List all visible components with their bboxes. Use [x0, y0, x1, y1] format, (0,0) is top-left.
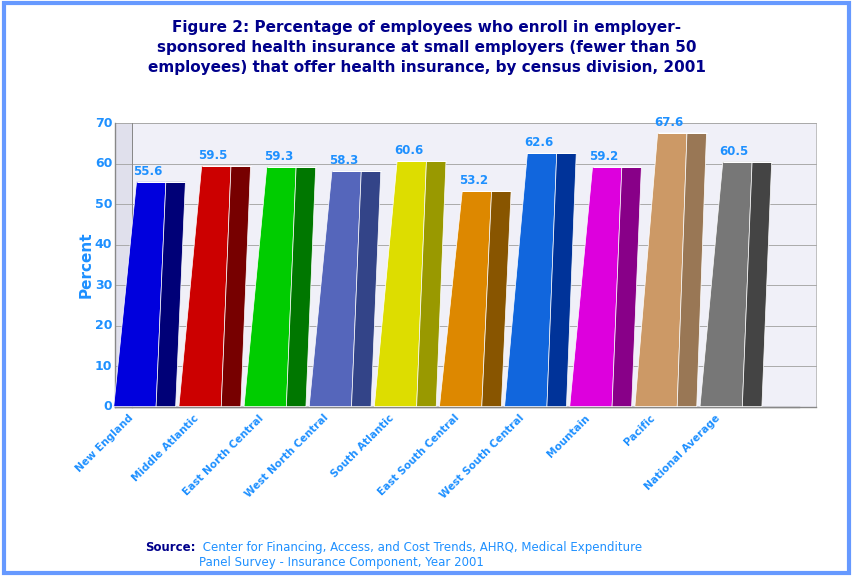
Polygon shape — [286, 166, 315, 407]
Text: West North Central: West North Central — [244, 412, 331, 500]
Polygon shape — [351, 170, 380, 407]
Text: Middle Atlantic: Middle Atlantic — [130, 412, 200, 483]
Text: 67.6: 67.6 — [653, 116, 682, 129]
Text: 55.6: 55.6 — [133, 165, 163, 177]
Text: 0: 0 — [103, 400, 112, 413]
Polygon shape — [504, 153, 556, 407]
Polygon shape — [221, 166, 250, 407]
Text: 60.6: 60.6 — [394, 145, 423, 157]
Polygon shape — [481, 191, 510, 407]
Text: 59.3: 59.3 — [263, 150, 292, 162]
Polygon shape — [374, 161, 426, 407]
Text: 53.2: 53.2 — [458, 175, 487, 187]
Text: 59.2: 59.2 — [589, 150, 618, 163]
Text: Mountain: Mountain — [544, 412, 590, 459]
Text: Center for Financing, Access, and Cost Trends, AHRQ, Medical Expenditure
Panel S: Center for Financing, Access, and Cost T… — [199, 541, 641, 570]
Polygon shape — [416, 161, 446, 407]
Text: 62.6: 62.6 — [523, 136, 553, 149]
Polygon shape — [308, 170, 361, 407]
Text: Figure 2: Percentage of employees who enroll in employer-
sponsored health insur: Figure 2: Percentage of employees who en… — [147, 20, 705, 75]
Polygon shape — [634, 133, 686, 407]
Polygon shape — [741, 162, 771, 407]
Text: 59.5: 59.5 — [199, 149, 227, 162]
Text: 30: 30 — [95, 279, 112, 291]
Text: 70: 70 — [95, 117, 112, 130]
Polygon shape — [569, 167, 621, 407]
Polygon shape — [113, 181, 165, 407]
Polygon shape — [179, 166, 231, 407]
Polygon shape — [244, 166, 296, 407]
Text: 40: 40 — [95, 238, 112, 251]
Polygon shape — [676, 133, 705, 407]
Text: East South Central: East South Central — [376, 412, 461, 498]
Text: 60: 60 — [95, 157, 112, 170]
Text: Source:: Source: — [145, 541, 195, 555]
Polygon shape — [699, 162, 751, 407]
Text: 20: 20 — [95, 319, 112, 332]
Polygon shape — [439, 191, 491, 407]
Text: National Average: National Average — [642, 412, 721, 492]
Polygon shape — [131, 123, 815, 407]
Polygon shape — [156, 181, 185, 407]
Text: East North Central: East North Central — [181, 412, 266, 497]
Text: Percent: Percent — [78, 232, 94, 298]
Polygon shape — [115, 123, 131, 407]
Text: 58.3: 58.3 — [328, 154, 358, 166]
Text: South Atlantic: South Atlantic — [329, 412, 395, 479]
Text: 10: 10 — [95, 359, 112, 373]
Polygon shape — [612, 167, 641, 407]
Text: Pacific: Pacific — [621, 412, 656, 447]
Text: New England: New England — [74, 412, 135, 474]
Text: 50: 50 — [95, 198, 112, 211]
Polygon shape — [546, 153, 576, 407]
Text: West South Central: West South Central — [438, 412, 526, 501]
Text: 60.5: 60.5 — [719, 145, 748, 158]
